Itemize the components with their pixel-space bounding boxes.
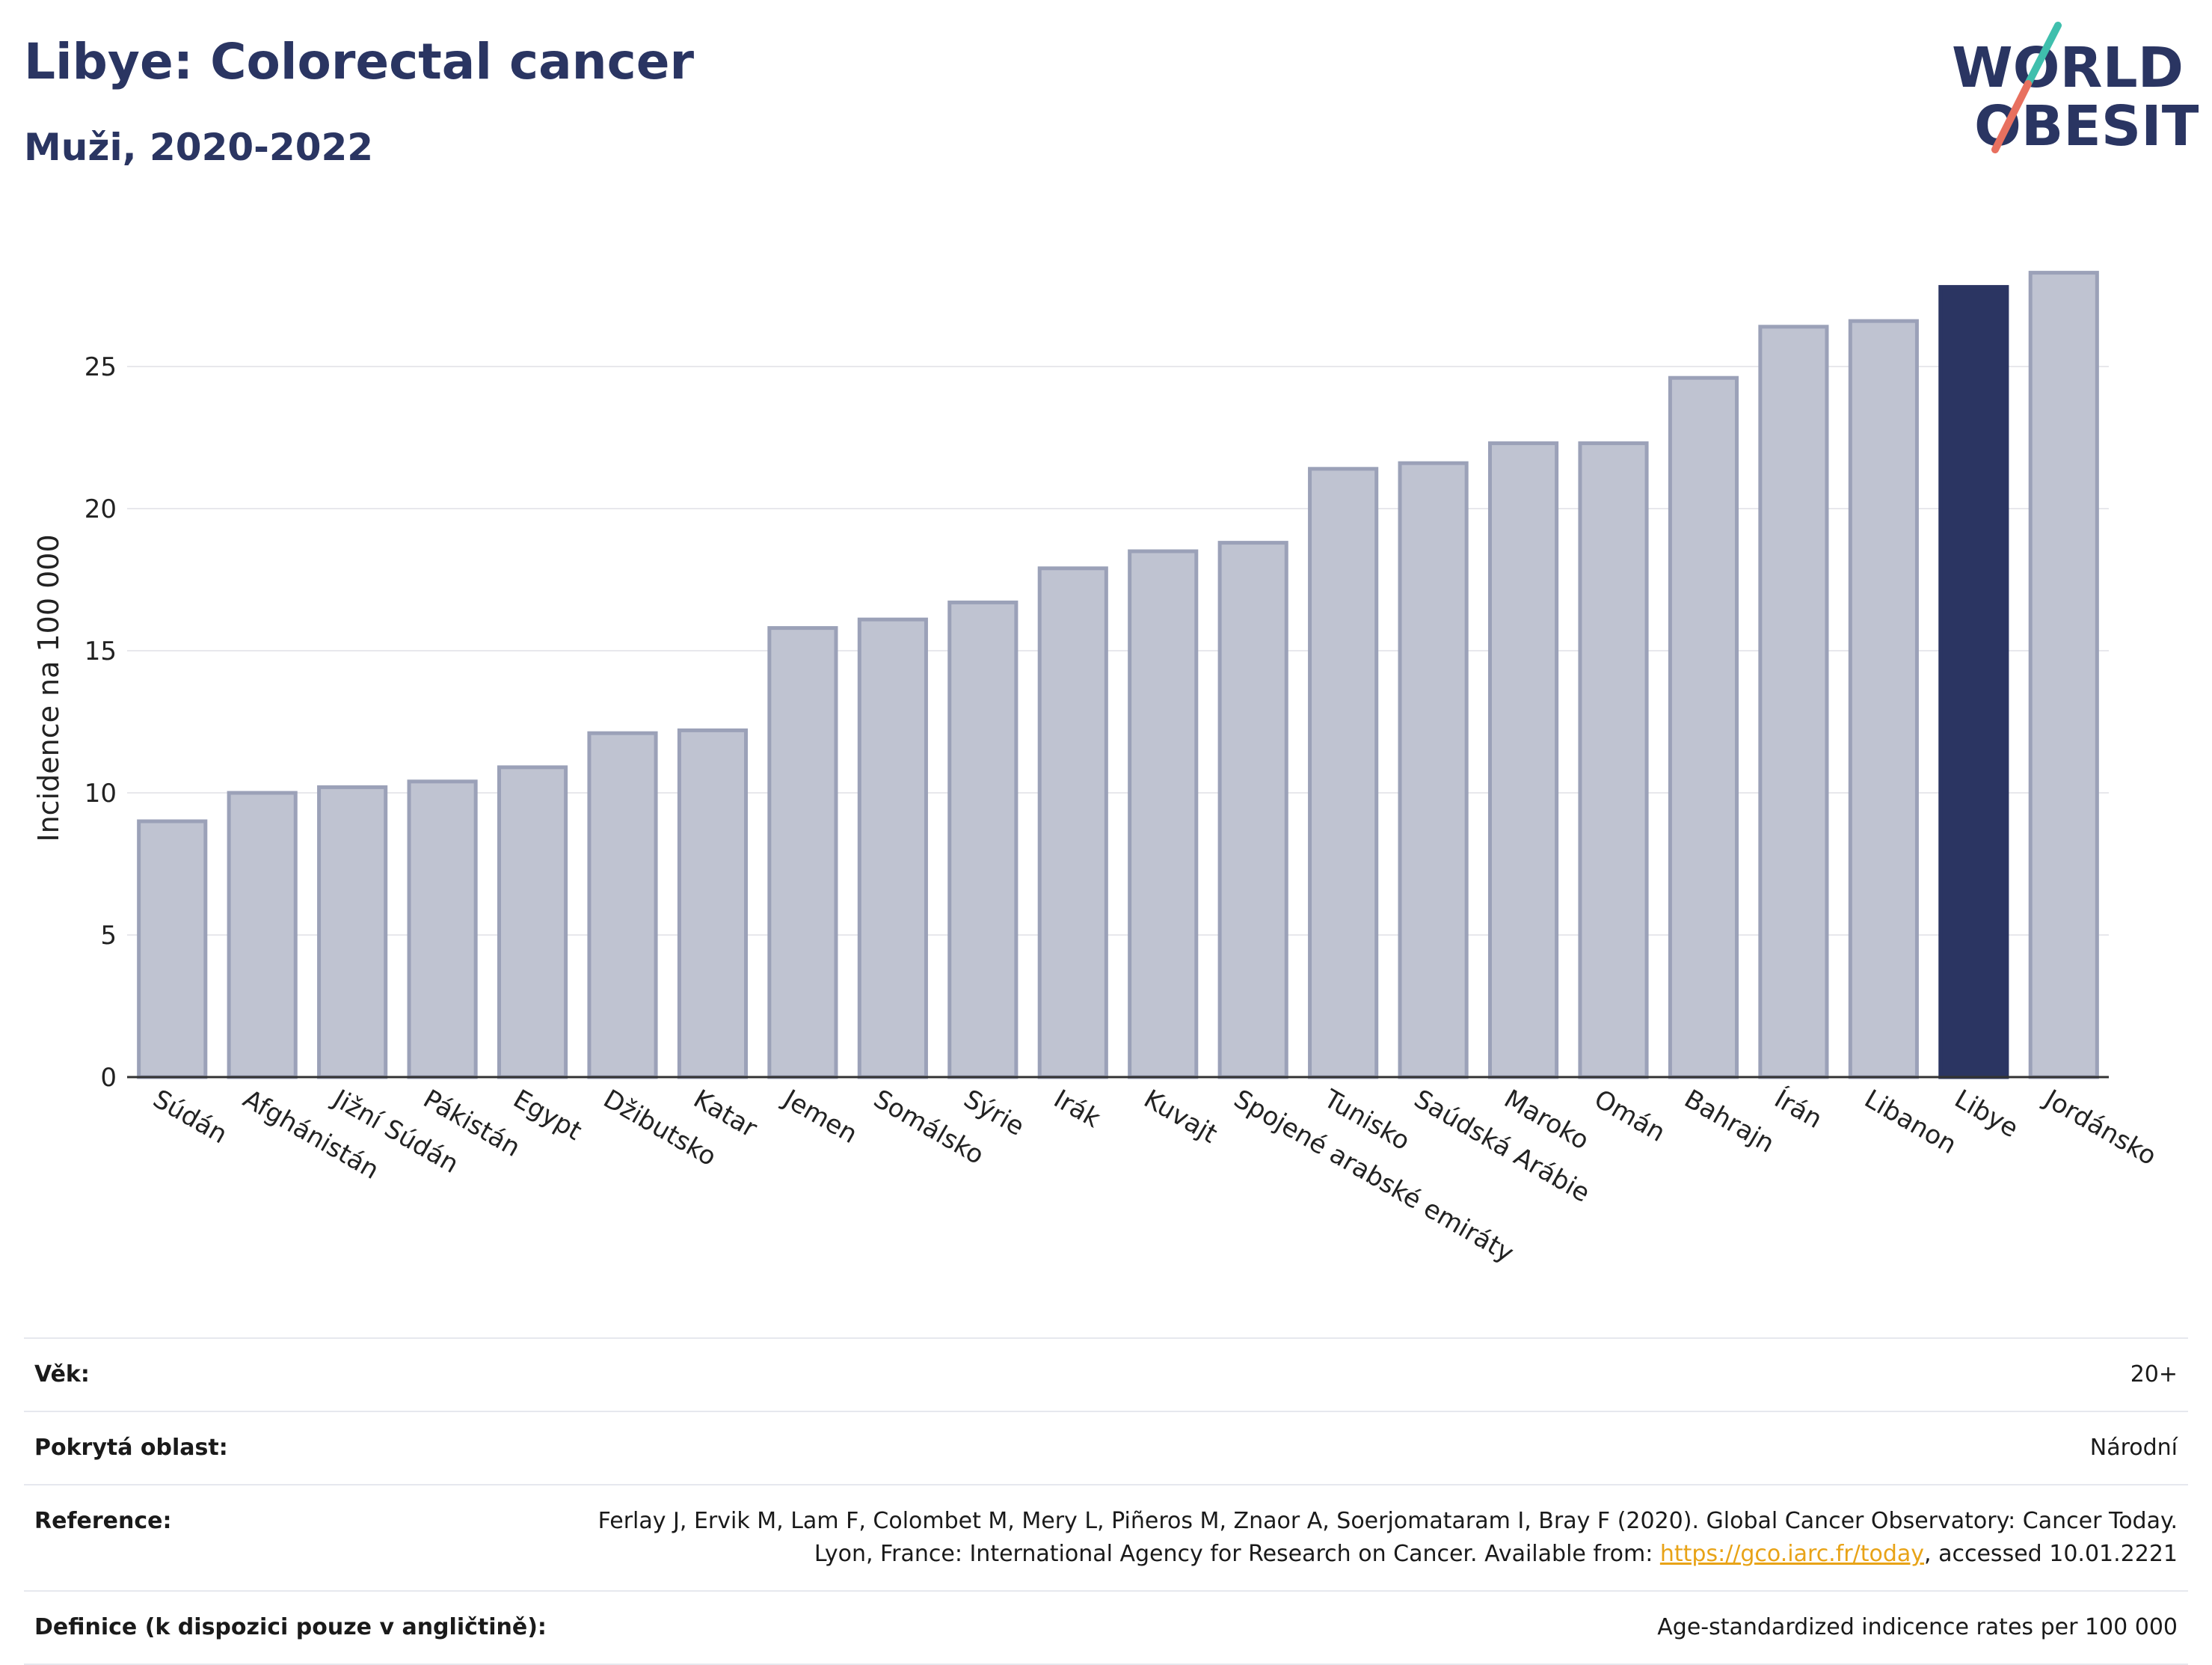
y-tick-label: 25	[85, 352, 117, 382]
bar-džibutsko[interactable]	[587, 731, 658, 1079]
meta-row-reference: Reference: Ferlay J, Ervik M, Lam F, Col…	[24, 1484, 2188, 1590]
meta-value: 20+	[2130, 1361, 2178, 1388]
bar-libanon[interactable]	[1848, 319, 1919, 1079]
bar-kuvajt[interactable]	[1128, 549, 1199, 1079]
bar-afghánistán[interactable]	[227, 791, 298, 1079]
x-tick-label: Kuvajt	[1139, 1084, 1223, 1150]
x-tick-label: Bahrajn	[1679, 1084, 1779, 1159]
bar-katar[interactable]	[677, 728, 749, 1079]
y-axis-title: Incidence na 100 000	[32, 534, 65, 841]
chart-title: Libye: Colorectal cancer	[24, 33, 695, 91]
x-tick-label: Súdán	[148, 1084, 233, 1150]
bar-egypt[interactable]	[497, 765, 568, 1079]
bar-saúdská-arábie[interactable]	[1398, 461, 1469, 1079]
x-tick-label: Jordánsko	[2039, 1083, 2162, 1171]
bar-spojené-arabské-emiráty[interactable]	[1217, 541, 1288, 1079]
x-tick-label: Írán	[1769, 1083, 1828, 1135]
meta-row-definition: Definice (k dispozici pouze v angličtině…	[24, 1590, 2188, 1665]
meta-label: Reference:	[34, 1508, 172, 1534]
meta-label: Pokrytá oblast:	[34, 1435, 228, 1461]
meta-row-coverage: Pokrytá oblast: Národní	[24, 1411, 2188, 1484]
bar-bahrajn[interactable]	[1668, 375, 1739, 1079]
x-tick-label: Omán	[1589, 1084, 1671, 1148]
meta-label: Věk:	[34, 1361, 90, 1388]
y-tick-label: 10	[85, 779, 117, 809]
bar-irák[interactable]	[1037, 566, 1108, 1079]
world-obesity-logo: WORLD OBESITY	[1952, 22, 2199, 159]
meta-row-age: Věk: 20+	[24, 1337, 2188, 1411]
x-tick-label: Irák	[1048, 1084, 1105, 1134]
metadata-table: Věk: 20+ Pokrytá oblast: Národní Referen…	[24, 1337, 2188, 1665]
meta-value: Ferlay J, Ervik M, Lam F, Colombet M, Me…	[592, 1505, 2178, 1571]
reference-link[interactable]: https://gco.iarc.fr/today	[1659, 1541, 1925, 1567]
meta-label: Definice (k dispozici pouze v angličtině…	[34, 1614, 547, 1640]
bar-libye[interactable]	[1938, 285, 2009, 1079]
bar-jižní-súdán[interactable]	[317, 785, 388, 1079]
bar-jemen[interactable]	[767, 626, 838, 1079]
svg-text:OBESITY: OBESITY	[1974, 94, 2199, 159]
bar-somálsko[interactable]	[857, 617, 928, 1079]
bar-írán[interactable]	[1758, 325, 1829, 1079]
meta-value: Age-standardized indicence rates per 100…	[1657, 1614, 2178, 1640]
bar-pákistán[interactable]	[407, 779, 478, 1079]
y-tick-label: 20	[85, 494, 117, 524]
chart-subtitle: Muži, 2020-2022	[24, 126, 374, 169]
bar-súdán[interactable]	[137, 819, 208, 1079]
bar-sýrie[interactable]	[947, 600, 1019, 1079]
reference-text: Ferlay J, Ervik M, Lam F, Colombet M, Me…	[597, 1508, 2178, 1567]
bar-jordánsko[interactable]	[2028, 271, 2099, 1079]
bar-maroko[interactable]	[1487, 441, 1559, 1079]
x-tick-label: Jemen	[777, 1083, 862, 1150]
y-tick-label: 15	[85, 637, 117, 666]
bar-tunisko[interactable]	[1308, 467, 1379, 1079]
meta-value: Národní	[2089, 1435, 2178, 1461]
bar-omán[interactable]	[1578, 441, 1649, 1079]
y-tick-label: 0	[100, 1063, 117, 1093]
reference-text-end: , accessed 10.01.2221	[1924, 1541, 2178, 1567]
svg-text:WORLD: WORLD	[1952, 36, 2184, 100]
y-tick-label: 5	[100, 921, 117, 951]
x-tick-label: Libanon	[1859, 1084, 1961, 1160]
